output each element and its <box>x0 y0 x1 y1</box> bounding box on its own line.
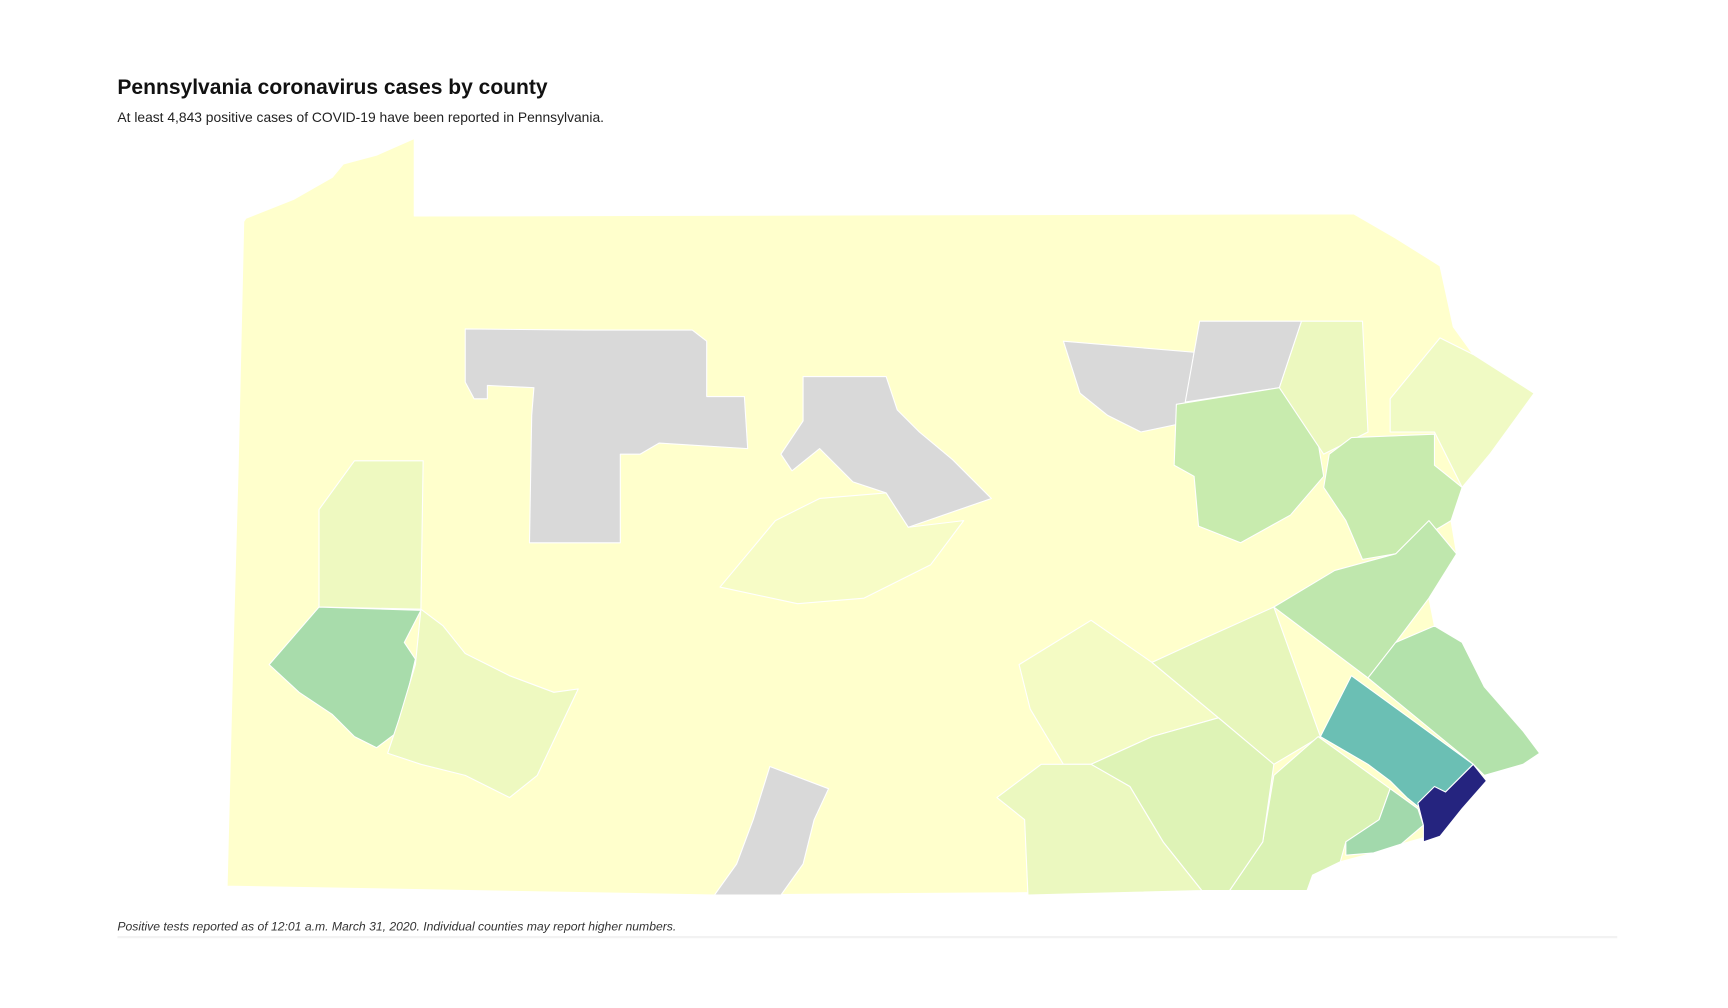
county <box>1367 625 1541 776</box>
state-map <box>226 137 1541 896</box>
county <box>1417 763 1488 843</box>
county <box>318 460 424 610</box>
county <box>464 328 749 544</box>
county <box>719 492 965 605</box>
subtitle: At least 4,843 positive cases of COVID-1… <box>117 109 604 125</box>
county <box>713 765 830 896</box>
county <box>387 608 579 799</box>
county <box>1389 337 1535 488</box>
title: Pennsylvania coronavirus cases by county <box>117 76 547 99</box>
county <box>268 606 422 749</box>
county <box>996 763 1203 896</box>
county <box>780 376 992 528</box>
footnote: Positive tests reported as of 12:01 a.m.… <box>117 919 676 933</box>
